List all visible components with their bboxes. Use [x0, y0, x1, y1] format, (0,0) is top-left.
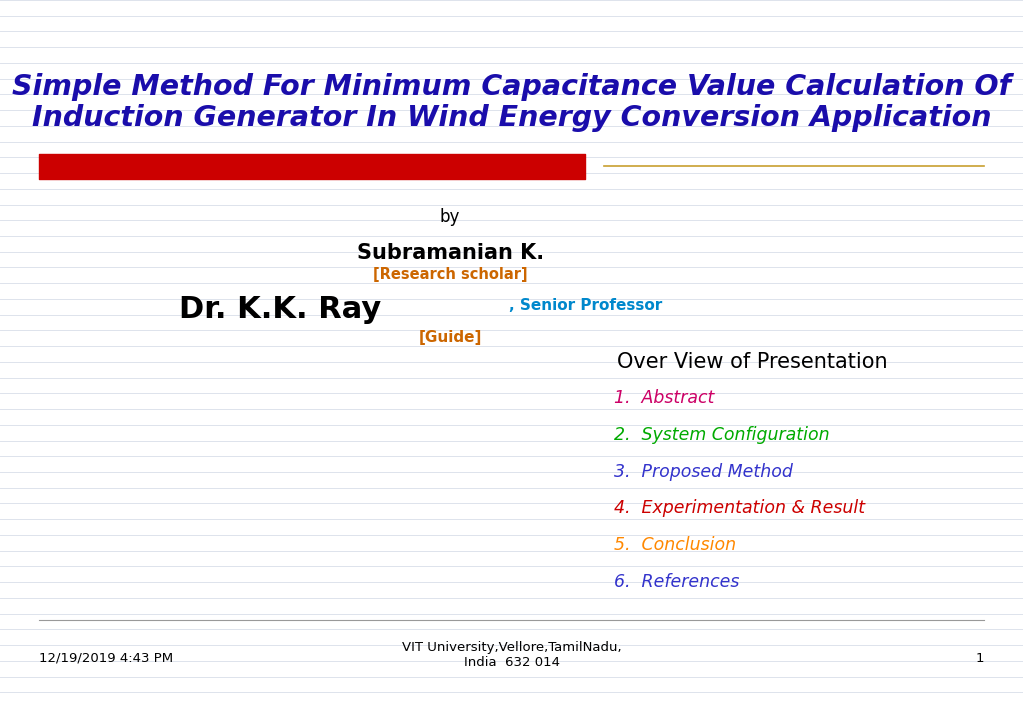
Text: by: by: [440, 208, 460, 227]
Text: 3.  Proposed Method: 3. Proposed Method: [614, 462, 793, 481]
Text: 4.  Experimentation & Result: 4. Experimentation & Result: [614, 499, 864, 518]
Text: [Research scholar]: [Research scholar]: [372, 267, 528, 282]
Text: [Guide]: [Guide]: [418, 329, 482, 345]
Text: 1.  Abstract: 1. Abstract: [614, 389, 714, 407]
Text: , Senior Professor: , Senior Professor: [509, 298, 663, 314]
Text: VIT University,Vellore,TamilNadu,
India  632 014: VIT University,Vellore,TamilNadu, India …: [402, 641, 621, 669]
Text: 2.  System Configuration: 2. System Configuration: [614, 426, 830, 444]
Text: Subramanian K.: Subramanian K.: [357, 243, 543, 263]
Text: 1: 1: [976, 652, 984, 665]
Text: Simple Method For Minimum Capacitance Value Calculation Of: Simple Method For Minimum Capacitance Va…: [12, 73, 1011, 101]
Text: Dr. K.K. Ray: Dr. K.K. Ray: [179, 295, 382, 324]
Text: Induction Generator In Wind Energy Conversion Application: Induction Generator In Wind Energy Conve…: [32, 104, 991, 132]
Text: 5.  Conclusion: 5. Conclusion: [614, 536, 736, 554]
Text: Over View of Presentation: Over View of Presentation: [617, 353, 887, 372]
Text: 12/19/2019 4:43 PM: 12/19/2019 4:43 PM: [39, 652, 173, 665]
Text: 6.  References: 6. References: [614, 573, 740, 591]
